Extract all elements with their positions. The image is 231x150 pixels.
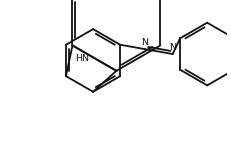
Text: N: N [169, 43, 176, 52]
Text: HN: HN [75, 54, 89, 63]
Text: N: N [141, 38, 149, 47]
